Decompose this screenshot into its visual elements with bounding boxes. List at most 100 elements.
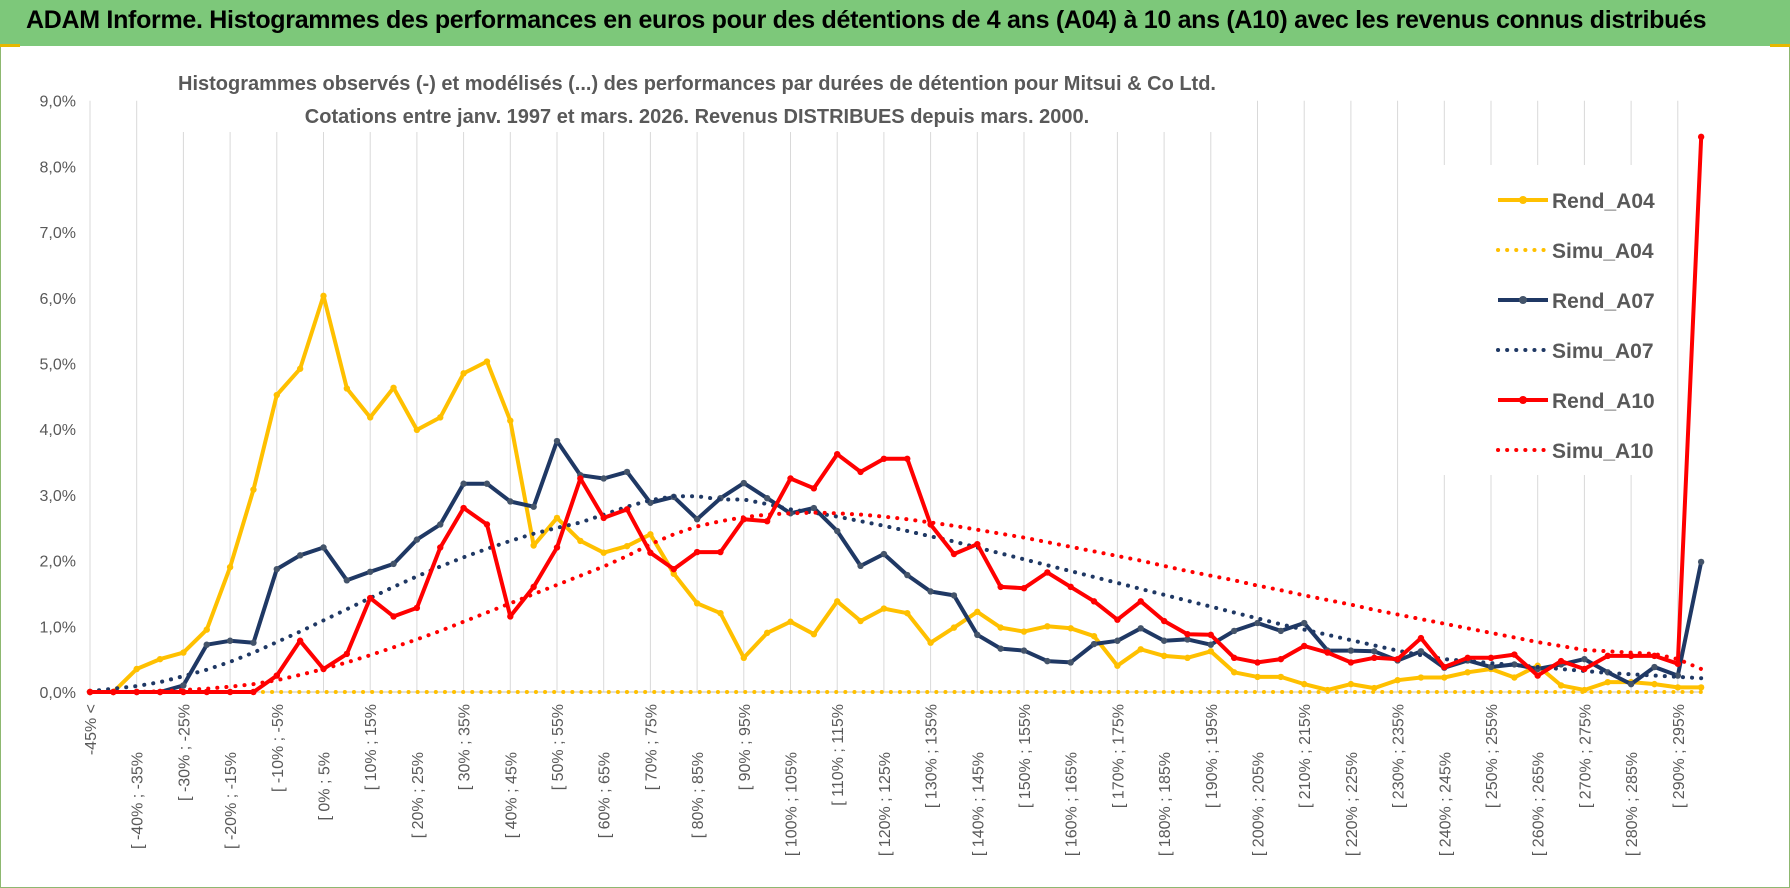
series-line-Simu_A10 (88, 510, 1704, 694)
data-point-Rend_A07 (296, 552, 304, 559)
data-point-Rend_A04 (1604, 678, 1611, 686)
data-point-Rend_A10 (553, 544, 561, 551)
x-tick-label: [ 240% ; 245% (1437, 752, 1454, 856)
data-point-Rend_A10 (1090, 598, 1098, 605)
data-point-Rend_A10 (437, 544, 444, 551)
data-point-Rend_A04 (810, 630, 818, 638)
data-point-Rend_A04 (1277, 673, 1285, 681)
series-line-Rend_A07 (90, 439, 1704, 694)
data-point-Rend_A07 (226, 637, 234, 644)
data-point-Rend_A07 (997, 645, 1004, 652)
data-point-Rend_A04 (437, 414, 444, 421)
x-tick-label: [ 50% ; 55% (550, 704, 567, 790)
series-group (86, 133, 1705, 696)
data-point-Rend_A10 (1557, 657, 1565, 665)
data-point-Rend_A04 (647, 531, 654, 538)
data-point-Rend_A10 (1137, 598, 1144, 605)
legend: Rend_A04 Simu_A04 Rend_A07 Simu_A07 Rend_A10… (1496, 190, 1655, 463)
data-point-Rend_A04 (1207, 648, 1215, 655)
data-point-Rend_A04 (904, 609, 911, 617)
legend-label-Simu_A04: Simu_A04 (1552, 240, 1654, 263)
data-point-Rend_A10 (1020, 584, 1028, 592)
data-point-Rend_A07 (904, 571, 911, 579)
data-point-Rend_A10 (1581, 665, 1588, 673)
data-point-Rend_A07 (553, 437, 561, 445)
x-tick-label: [ 140% ; 145% (970, 752, 987, 856)
y-tick-label: 6,0% (40, 291, 76, 308)
data-point-Rend_A04 (1137, 646, 1144, 653)
data-point-Rend_A10 (273, 672, 280, 679)
data-point-Rend_A10 (880, 455, 888, 462)
data-point-Rend_A10 (1160, 617, 1168, 625)
x-tick-label: [ 280% ; 285% (1624, 752, 1641, 856)
data-point-Rend_A07 (530, 503, 537, 510)
data-point-Rend_A04 (1441, 674, 1448, 681)
data-point-Rend_A10 (810, 485, 818, 492)
data-point-Rend_A10 (600, 514, 607, 522)
data-point-Rend_A07 (367, 568, 374, 575)
x-tick-label: [ 160% ; 165% (1064, 752, 1081, 856)
data-point-Rend_A04 (1394, 676, 1401, 684)
data-point-Rend_A04 (343, 385, 351, 392)
data-point-Rend_A10 (974, 540, 981, 548)
banner-accent-left (0, 44, 20, 47)
data-point-Rend_A04 (1417, 674, 1425, 681)
data-point-Rend_A04 (950, 624, 958, 631)
data-point-Rend_A07 (950, 592, 958, 599)
x-tick-label: [ 60% ; 65% (597, 752, 614, 838)
chart-title-background (172, 66, 1230, 132)
x-tick-label: [ 70% ; 75% (643, 704, 660, 790)
x-tick-label: [ 110% ; 115% (830, 704, 847, 806)
data-point-Rend_A04 (880, 605, 888, 612)
x-tick-label: [ 220% ; 225% (1344, 752, 1361, 856)
y-tick-label: 0,0% (40, 685, 76, 702)
data-point-Rend_A07 (974, 631, 981, 639)
data-point-Rend_A07 (880, 550, 888, 558)
data-point-Rend_A07 (390, 560, 397, 568)
series-line-Rend_A10 (90, 136, 1704, 694)
data-point-Rend_A04 (740, 654, 747, 662)
data-point-Rend_A04 (1464, 669, 1471, 676)
data-point-Rend_A10 (670, 565, 677, 573)
x-tick-label: [ 190% ; 195% (1204, 704, 1221, 808)
x-tick-label: [ 170% ; 175% (1110, 704, 1127, 808)
data-point-Rend_A04 (1651, 680, 1658, 688)
chart-title-line1: Histogrammes observés (-) et modélisés (… (178, 73, 1216, 95)
data-point-Rend_A07 (693, 516, 701, 523)
data-point-Rend_A10 (1674, 660, 1682, 667)
y-tick-label: 9,0% (40, 94, 76, 111)
data-point-Rend_A04 (1160, 652, 1168, 660)
data-point-Rend_A10 (1067, 583, 1074, 591)
data-point-Rend_A04 (787, 618, 794, 625)
data-point-Rend_A07 (483, 480, 491, 487)
y-tick-label: 4,0% (40, 422, 76, 439)
data-point-Rend_A07 (1090, 640, 1098, 648)
data-point-Rend_A07 (1230, 627, 1238, 635)
data-point-Rend_A10 (647, 549, 654, 556)
x-tick-label: [ 150% ; 155% (1017, 704, 1034, 808)
data-point-Rend_A04 (1674, 684, 1682, 691)
x-tick-label: [ -20% ; -15% (223, 752, 240, 849)
data-point-Rend_A07 (1347, 647, 1355, 654)
data-point-Rend_A07 (1067, 659, 1074, 666)
data-point-Rend_A10 (693, 548, 701, 556)
legend-label-Rend_A07: Rend_A07 (1552, 290, 1655, 313)
data-point-Rend_A04 (717, 609, 724, 617)
data-point-Rend_A07 (1254, 619, 1261, 627)
legend-background (1440, 165, 1665, 475)
data-point-Rend_A04 (1371, 684, 1378, 692)
report-banner: ADAM Informe. Histogrammes des performan… (0, 0, 1790, 46)
legend-marker-Rend_A07 (1519, 296, 1527, 304)
x-tick-label: [ 250% ; 255% (1484, 704, 1501, 808)
data-point-Rend_A04 (857, 617, 864, 625)
data-point-Rend_A10 (577, 475, 584, 482)
data-point-Rend_A10 (623, 506, 631, 513)
legend-marker-Rend_A04 (1519, 196, 1527, 204)
y-axis: 0,0% 1,0% 2,0% 3,0% 4,0% 5,0% 6,0% 7,0% 8,0% 9,0% (40, 94, 76, 702)
y-tick-label: 1,0% (40, 619, 76, 636)
data-point-Rend_A07 (927, 588, 934, 595)
data-point-Rend_A07 (273, 565, 280, 573)
data-point-Rend_A07 (1511, 661, 1518, 668)
data-point-Rend_A04 (1067, 625, 1074, 632)
